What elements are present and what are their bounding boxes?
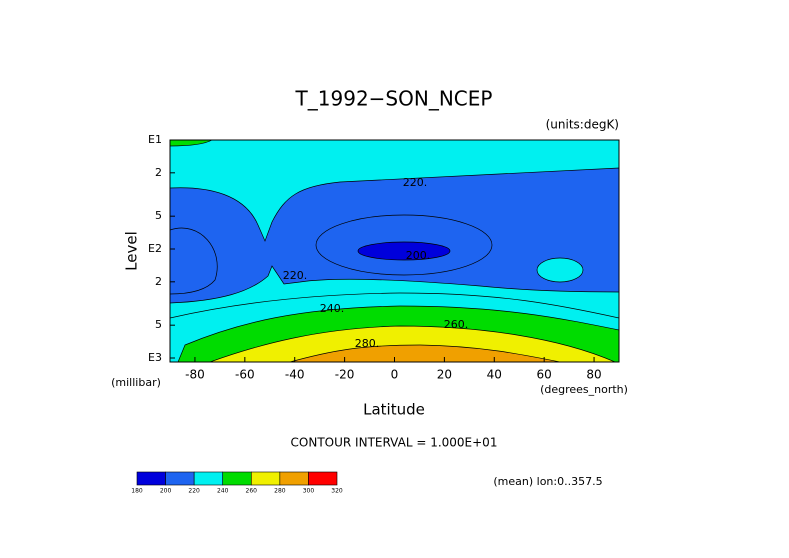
contour-region bbox=[536, 257, 584, 283]
x-tick-label: -40 bbox=[285, 368, 305, 382]
x-tick-label: 20 bbox=[437, 368, 452, 382]
y-tick-label: E1 bbox=[148, 133, 162, 146]
y-tick-label: E3 bbox=[148, 351, 162, 364]
colorbar-box bbox=[165, 471, 195, 486]
colorbar-box bbox=[193, 471, 224, 486]
x-tick-label: -60 bbox=[235, 368, 255, 382]
units-label: (units:degK) bbox=[546, 118, 619, 132]
contour-interval: CONTOUR INTERVAL = 1.000E+01 bbox=[291, 436, 498, 450]
contour-label: 240. bbox=[320, 302, 345, 315]
contour-label: 220. bbox=[403, 176, 428, 189]
y-tick-label: 2 bbox=[155, 166, 162, 179]
colorbar-label: 180 bbox=[131, 488, 143, 495]
x-axis-title: Latitude bbox=[363, 401, 425, 419]
colorbar-label: 300 bbox=[303, 488, 315, 495]
y-tick-label: 2 bbox=[155, 275, 162, 288]
y-axis-title: Level bbox=[123, 231, 141, 271]
contour-region bbox=[357, 241, 451, 261]
colorbar-label: 280 bbox=[274, 488, 286, 495]
x-tick-label: 60 bbox=[537, 368, 552, 382]
contour-label: 200. bbox=[406, 249, 431, 262]
x-tick-label: 0 bbox=[391, 368, 399, 382]
contour-label: 220. bbox=[283, 269, 308, 282]
contour-region bbox=[209, 325, 616, 362]
colorbar-box bbox=[250, 471, 281, 486]
colorbar-label: 220 bbox=[188, 488, 200, 495]
x-tick-label: -80 bbox=[185, 368, 205, 382]
colorbar-box bbox=[279, 471, 309, 486]
x-tick-label: 40 bbox=[487, 368, 502, 382]
y-units: (millibar) bbox=[111, 376, 161, 389]
x-units: (degrees_north) bbox=[540, 383, 628, 396]
colorbar-box bbox=[136, 471, 166, 486]
y-tick-label: E2 bbox=[148, 242, 162, 255]
contour-label: 280. bbox=[355, 337, 380, 350]
contour-field bbox=[170, 140, 619, 362]
contour-region bbox=[170, 167, 619, 304]
x-tick-label: -20 bbox=[335, 368, 355, 382]
note: (mean) lon:0..357.5 bbox=[493, 475, 602, 488]
colorbar-label: 320 bbox=[331, 488, 343, 495]
colorbar-box bbox=[222, 471, 252, 486]
colorbar-box bbox=[308, 471, 338, 486]
contour-line bbox=[170, 292, 619, 319]
y-tick-label: 5 bbox=[155, 318, 162, 331]
contour-region bbox=[289, 344, 561, 362]
contour-line bbox=[170, 227, 218, 295]
colorbar-label: 200 bbox=[160, 488, 172, 495]
y-tick-label: 5 bbox=[155, 209, 162, 222]
contour-line bbox=[315, 214, 493, 276]
colorbar-label: 260 bbox=[246, 488, 258, 495]
x-tick-label: 80 bbox=[586, 368, 601, 382]
chart-title: T_1992−SON_NCEP bbox=[295, 87, 493, 111]
contour-label: 260. bbox=[444, 318, 469, 331]
colorbar-label: 240 bbox=[217, 488, 229, 495]
